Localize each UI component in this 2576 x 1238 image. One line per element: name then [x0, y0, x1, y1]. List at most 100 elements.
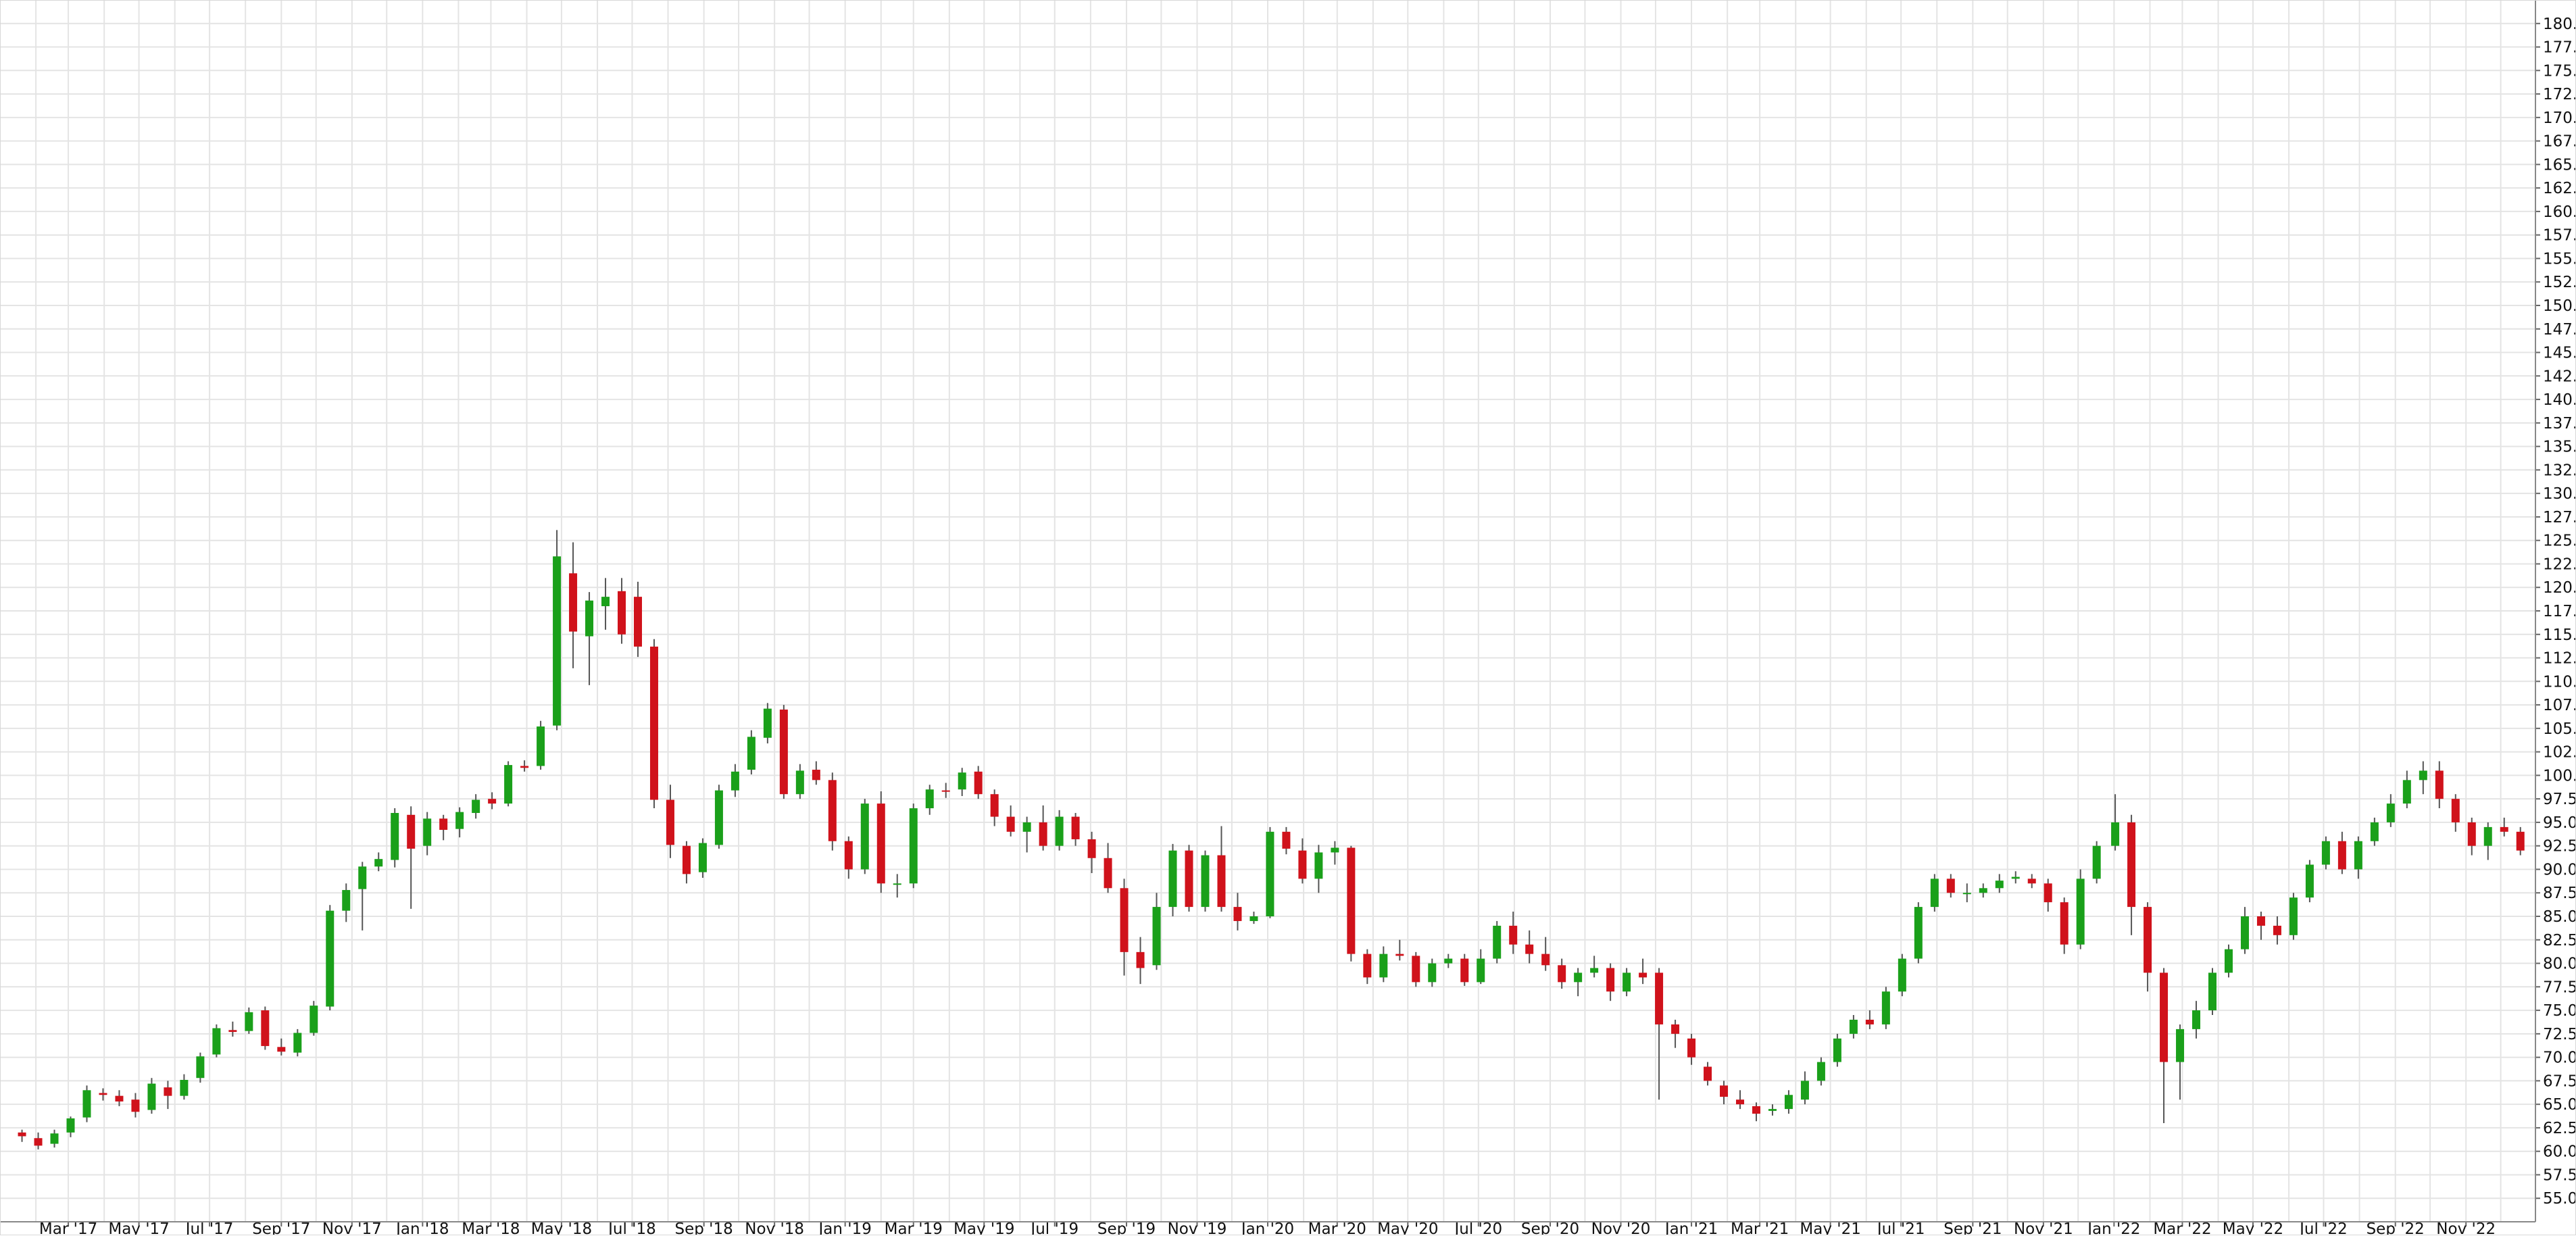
candle-up — [958, 768, 966, 796]
x-tick-label: May '19 — [953, 1220, 1014, 1235]
candle-up — [2192, 1001, 2201, 1039]
candle-body — [876, 803, 885, 884]
candle-body — [164, 1087, 172, 1096]
y-tick-label: 170.00 — [2543, 109, 2576, 127]
candle-body — [569, 573, 578, 632]
candle-body — [601, 597, 610, 607]
candle-body — [2240, 916, 2249, 949]
y-tick-label: 142.50 — [2543, 368, 2576, 385]
candle-up — [2370, 817, 2379, 846]
candle-down — [99, 1088, 107, 1101]
candle-up — [147, 1078, 156, 1114]
y-tick-label: 140.00 — [2543, 391, 2576, 409]
x-tick-label: Nov '21 — [2014, 1220, 2073, 1235]
candle-body — [2321, 841, 2330, 865]
candle-down — [633, 581, 642, 658]
candle-down — [2435, 761, 2444, 809]
x-tick-label: Jan '22 — [2086, 1220, 2140, 1235]
candle-up — [2402, 770, 2411, 809]
candle-body — [1704, 1066, 1712, 1081]
candle-body — [99, 1093, 107, 1095]
candle-body — [1849, 1019, 1858, 1034]
candle-down — [34, 1132, 43, 1149]
candle-body — [131, 1099, 140, 1112]
candle-body — [2354, 841, 2362, 870]
candle-body — [730, 771, 739, 791]
candle-down — [666, 785, 674, 858]
candle-body — [2386, 803, 2395, 822]
candle-body — [2451, 799, 2460, 822]
candle-up — [2011, 871, 2020, 884]
candle-up — [2419, 761, 2427, 795]
y-tick-label: 67.50 — [2543, 1072, 2576, 1090]
candle-up — [1201, 850, 1210, 912]
y-tick-label: 180.00 — [2543, 16, 2576, 33]
candle-body — [1152, 907, 1161, 966]
candle-body — [990, 794, 999, 817]
candle-up — [1022, 816, 1031, 853]
candle-body — [958, 772, 966, 790]
candle-down — [1655, 968, 1664, 1100]
candle-body — [439, 818, 448, 831]
candle-down — [1347, 845, 1356, 962]
candle-body — [115, 1095, 124, 1101]
candle-body — [2092, 845, 2101, 879]
candle-body — [1995, 881, 2004, 889]
candle-body — [2160, 972, 2169, 1062]
candle-body — [1249, 916, 1258, 921]
candle-body — [618, 591, 626, 635]
candle-body — [18, 1132, 26, 1137]
x-tick-label: Jul '19 — [1029, 1220, 1079, 1235]
candle-down — [1071, 813, 1080, 846]
candle-body — [1363, 954, 1372, 978]
candle-body — [1055, 816, 1064, 846]
candle-body — [1282, 831, 1291, 849]
x-tick-label: Nov '22 — [2436, 1220, 2496, 1235]
candle-body — [553, 556, 562, 726]
candle-body — [2044, 883, 2052, 903]
candle-down — [2467, 817, 2476, 856]
candle-body — [1006, 816, 1015, 832]
y-tick-label: 120.00 — [2543, 579, 2576, 597]
candle-down — [1136, 937, 1145, 985]
candle-body — [1266, 831, 1274, 916]
x-tick-label: Mar '19 — [885, 1220, 943, 1235]
x-tick-label: Sep '19 — [1097, 1220, 1156, 1235]
y-tick-label: 60.00 — [2543, 1143, 2576, 1161]
candle-down — [844, 836, 853, 879]
candle-body — [1720, 1085, 1729, 1097]
candle-down — [1298, 838, 1307, 884]
candle-up — [1266, 826, 1274, 918]
x-tick-label: Jul '20 — [1453, 1220, 1502, 1235]
candle-up — [2240, 907, 2249, 954]
candle-body — [1039, 822, 1047, 846]
candle-body — [212, 1028, 221, 1055]
x-tick-label: Sep '18 — [675, 1220, 733, 1235]
candle-body — [1898, 958, 1906, 992]
candle-up — [1979, 883, 1987, 898]
x-tick-label: Sep '17 — [252, 1220, 310, 1235]
candle-up — [1574, 968, 1583, 997]
candle-down — [2500, 817, 2508, 837]
candle-body — [795, 770, 804, 795]
candle-body — [763, 708, 772, 738]
candle-up — [585, 592, 594, 685]
candle-down — [990, 789, 999, 826]
candle-down — [2060, 897, 2069, 954]
y-tick-label: 127.50 — [2543, 509, 2576, 526]
candle-body — [1525, 944, 1534, 954]
candle-body — [488, 799, 497, 804]
candle-body — [893, 883, 901, 885]
candle-body — [1395, 954, 1404, 956]
candle-up — [1898, 954, 1906, 997]
candle-body — [2337, 841, 2346, 870]
candle-body — [1201, 855, 1210, 908]
candle-body — [1412, 956, 1420, 983]
y-tick-label: 70.00 — [2543, 1049, 2576, 1067]
candle-down — [1558, 958, 1566, 989]
x-tick-label: May '20 — [1377, 1220, 1438, 1235]
candle-body — [1962, 893, 1971, 895]
y-tick-label: 172.50 — [2543, 86, 2576, 103]
